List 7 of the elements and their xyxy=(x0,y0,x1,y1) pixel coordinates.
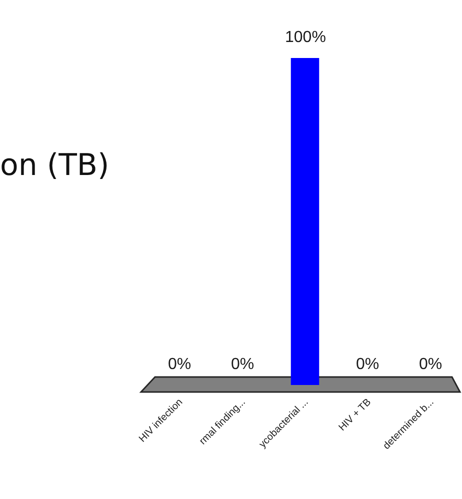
data-label: 100% xyxy=(285,29,326,46)
x-tick-label: HIV + TB xyxy=(336,396,374,434)
data-label: 0% xyxy=(356,356,380,373)
data-label: 0% xyxy=(168,356,192,373)
text: on (TB) xyxy=(0,148,110,184)
data-label: 0% xyxy=(419,356,442,373)
data-label: 0% xyxy=(231,356,254,373)
